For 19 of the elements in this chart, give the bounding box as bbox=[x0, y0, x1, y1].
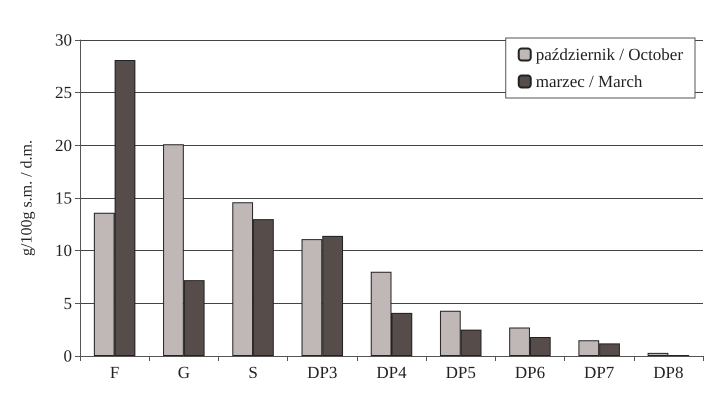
legend-label: październik / October bbox=[536, 45, 684, 64]
x-tick-label: F bbox=[110, 363, 120, 382]
y-tick-label: 10 bbox=[55, 241, 72, 260]
y-tick-label: 15 bbox=[55, 188, 72, 208]
y-tick-label: 0 bbox=[64, 346, 72, 366]
legend-label: marzec / March bbox=[536, 72, 643, 91]
x-tick-label: G bbox=[178, 363, 190, 382]
x-tick-label: DP6 bbox=[514, 363, 546, 382]
x-tick-label: DP5 bbox=[446, 363, 476, 382]
x-tick-label: DP8 bbox=[653, 363, 684, 382]
y-tick-label: 30 bbox=[55, 30, 72, 50]
y-tick-label: 25 bbox=[55, 83, 72, 102]
x-tick-label: DP3 bbox=[307, 363, 338, 382]
x-tick-label: DP7 bbox=[584, 363, 615, 382]
y-tick-label: 20 bbox=[55, 136, 72, 155]
y-tick-label: 5 bbox=[64, 294, 72, 313]
y-axis-title: g/100g s.m. / d.m. bbox=[18, 140, 36, 256]
x-tick-label: S bbox=[248, 363, 258, 382]
x-tick-label: DP4 bbox=[376, 363, 408, 382]
